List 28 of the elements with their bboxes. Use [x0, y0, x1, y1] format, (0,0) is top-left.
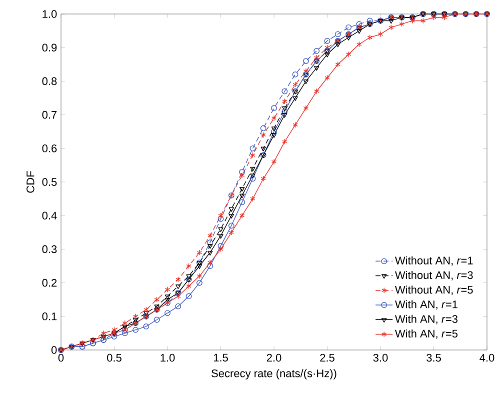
y-tick-label: 0	[51, 346, 57, 354]
x-tick-label: 3.5	[426, 354, 441, 362]
legend-label: With AN, r=1	[395, 300, 458, 310]
y-tick-label: 0.2	[42, 278, 57, 287]
y-tick-label: 0.1	[42, 312, 57, 320]
y-axis-title: CDF	[26, 171, 34, 193]
x-tick-label: 3.0	[373, 354, 388, 362]
x-tick-label: 1.5	[214, 354, 228, 362]
y-tick-label: 0.4	[42, 212, 57, 220]
legend-label: Without AN, r=5	[395, 286, 473, 295]
x-tick-label: 2.0	[266, 354, 282, 362]
x-axis-title: Secrecy rate (nats/(s·Hz))	[212, 369, 336, 380]
legend-label: Without AN, r=3	[395, 270, 473, 280]
x-tick-label: 2.5	[320, 354, 334, 362]
y-tick-label: 0.3	[42, 245, 57, 254]
y-tick-label: 0.6	[42, 144, 57, 152]
x-tick-label: 0.5	[107, 354, 122, 362]
x-tick-label: 0	[58, 354, 64, 362]
x-tick-label: 4.0	[480, 354, 494, 362]
x-tick-label: 1.0	[160, 354, 175, 362]
legend-label: With AN, r=5	[395, 329, 458, 339]
y-tick-label: 0.9	[42, 44, 57, 52]
y-tick-label: 1.0	[42, 10, 57, 18]
y-tick-label: 0.8	[42, 77, 57, 86]
legend-label: With AN, r=3	[395, 314, 458, 324]
y-tick-label: 0.5	[42, 178, 57, 186]
y-tick-label: 0.7	[42, 110, 57, 119]
legend-label: Without AN, r=1	[395, 256, 473, 266]
